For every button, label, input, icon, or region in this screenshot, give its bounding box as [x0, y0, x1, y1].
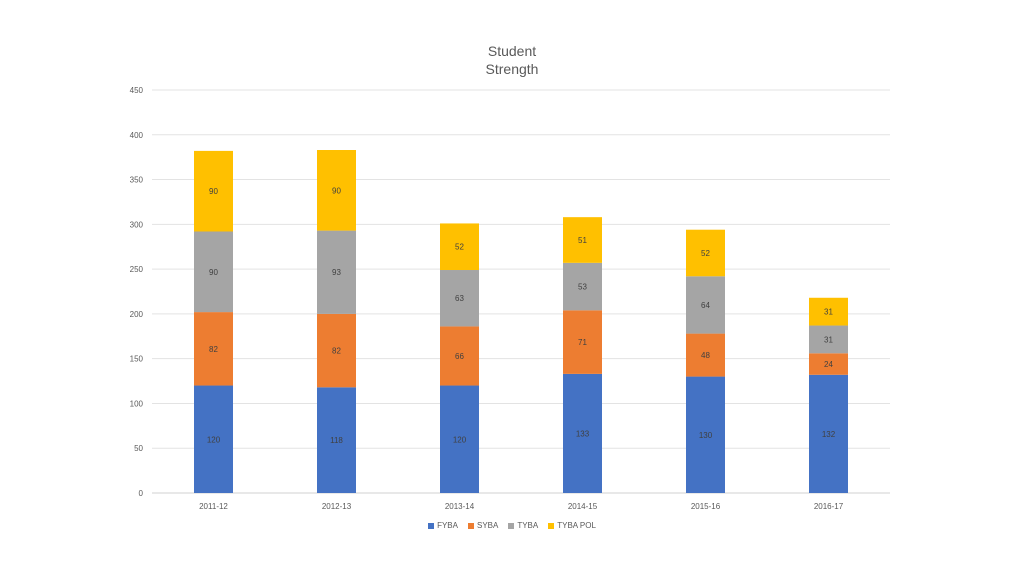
bar-segment [809, 353, 848, 375]
data-label: 52 [701, 249, 710, 258]
legend: FYBA SYBA TYBA TYBA POL [0, 521, 1024, 530]
legend-label: TYBA POL [557, 521, 596, 530]
x-axis: 2011-12 2012-13 2013-14 2014-15 2015-16 2016-… [199, 502, 844, 511]
x-tick-label: 2011-12 [199, 502, 228, 511]
bar-segment [440, 223, 479, 271]
x-tick-label: 2013-14 [445, 502, 475, 511]
bar-segment [809, 374, 848, 493]
x-tick-label: 2016-17 [814, 502, 844, 511]
y-tick-label: 200 [130, 310, 144, 319]
bar-segment [194, 231, 233, 313]
data-label: 133 [576, 429, 590, 438]
bar-segment [563, 373, 602, 493]
bar-segment [440, 326, 479, 386]
data-label: 31 [824, 335, 833, 344]
data-label: 132 [822, 430, 836, 439]
y-tick-label: 300 [130, 220, 144, 229]
data-label: 51 [578, 236, 587, 245]
bar-segment [563, 310, 602, 374]
y-tick-label: 250 [130, 265, 144, 274]
y-tick-label: 0 [139, 489, 144, 498]
bars [194, 150, 848, 493]
legend-label: TYBA [517, 521, 539, 530]
legend-swatch [548, 522, 555, 529]
data-label: 82 [209, 345, 218, 354]
bar-segment [686, 276, 725, 334]
bar-segment [686, 376, 725, 493]
legend-swatch [467, 522, 474, 529]
legend-label: SYBA [476, 521, 499, 530]
bar-segment [317, 230, 356, 314]
legend-item: TYBA POL [548, 521, 596, 530]
bar-segment [194, 312, 233, 386]
y-tick-label: 50 [134, 444, 143, 453]
bar-segment [809, 297, 848, 326]
y-tick-label: 100 [130, 399, 144, 408]
data-label: 93 [332, 268, 341, 277]
legend-item: FYBA [428, 521, 458, 530]
legend-item: TYBA [508, 521, 538, 530]
data-label: 48 [701, 351, 710, 360]
data-label: 120 [453, 435, 467, 444]
data-label: 71 [578, 338, 587, 347]
data-label: 90 [332, 186, 341, 195]
data-label: 90 [209, 187, 218, 196]
y-axis: 0 50 100 150 200 250 300 350 400 450 [130, 86, 144, 498]
chart-title: Student Strength [412, 42, 612, 78]
x-tick-label: 2015-16 [691, 502, 721, 511]
bar-segment [317, 387, 356, 493]
data-label: 130 [699, 431, 713, 440]
bar-segment [194, 150, 233, 232]
bar-segment [563, 217, 602, 263]
data-label: 63 [455, 294, 464, 303]
legend-label: FYBA [437, 521, 458, 530]
data-label: 66 [455, 352, 464, 361]
bar-segment [686, 229, 725, 277]
legend-swatch [508, 522, 515, 529]
bar-segment [440, 385, 479, 493]
data-label: 24 [824, 360, 833, 369]
bar-segment [686, 333, 725, 377]
x-tick-label: 2012-13 [322, 502, 352, 511]
y-tick-label: 150 [130, 355, 144, 364]
x-tick-label: 2014-15 [568, 502, 598, 511]
y-tick-label: 400 [130, 131, 144, 140]
bar-segment [440, 270, 479, 327]
chart-title-line-1: Student [487, 43, 537, 59]
y-tick-label: 450 [130, 86, 144, 95]
data-label: 53 [578, 283, 587, 292]
data-label: 82 [332, 347, 341, 356]
data-label: 120 [207, 435, 221, 444]
bar-segment [809, 325, 848, 354]
bar-segment [317, 313, 356, 388]
legend-swatch [428, 522, 435, 529]
bar-segment [317, 150, 356, 231]
data-label: 31 [824, 308, 833, 317]
legend-item: SYBA [467, 521, 499, 530]
data-labels: 120 82 90 90 118 82 93 90 120 66 63 52 133 71 53 51 130 4… [207, 186, 836, 445]
bar-segment [194, 385, 233, 493]
data-label: 90 [209, 268, 218, 277]
data-label: 52 [455, 243, 464, 252]
y-tick-label: 350 [130, 176, 144, 185]
gridlines [152, 89, 890, 494]
data-label: 118 [330, 436, 343, 445]
bar-segment [563, 262, 602, 311]
chart-title-line-2: Strength [485, 61, 539, 77]
data-label: 64 [701, 301, 710, 310]
